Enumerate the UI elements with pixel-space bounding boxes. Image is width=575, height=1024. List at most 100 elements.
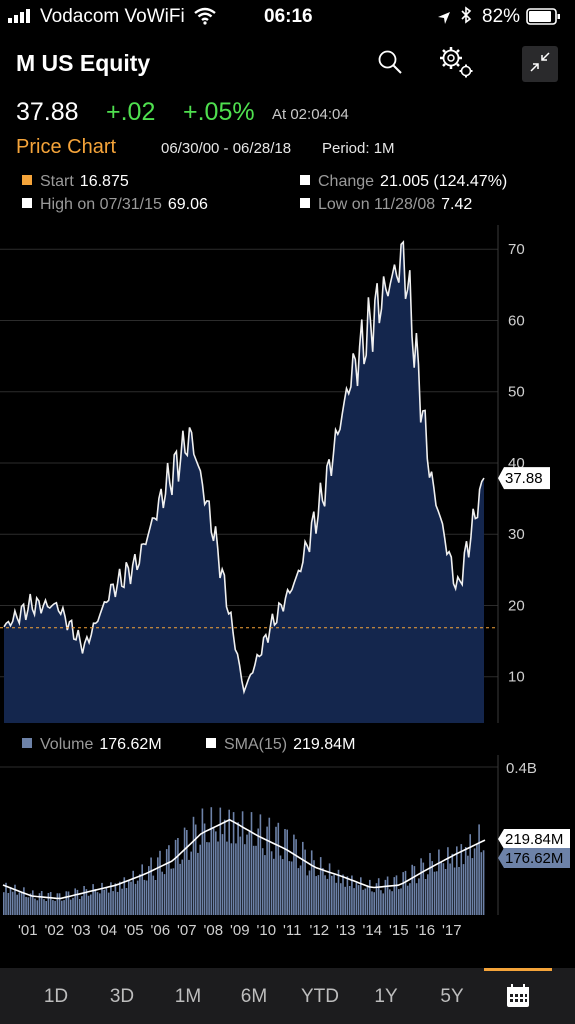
collapse-button[interactable] [522,46,558,82]
volume-bar [404,870,407,915]
price-line [3,240,485,695]
volume-bar [67,891,70,915]
volume-bar [132,870,134,915]
volume-bar [90,894,92,915]
volume-bar [114,883,117,915]
volume-bar [125,888,128,915]
volume-bar [206,842,208,915]
volume-bar [420,858,422,915]
stat-high-label: High on 07/31/15 [40,196,162,213]
settings-button[interactable] [436,46,476,82]
volume-bar [464,847,467,915]
volume-bar [456,846,458,915]
volume-bar [14,884,16,915]
volume-bar [471,858,474,915]
volume-bar [99,893,101,915]
stat-start-value: 16.875 [79,173,129,190]
volume-bar [435,871,438,915]
x-tick-label: '14 [363,922,383,939]
y-tick-label: 0.4B [506,760,537,777]
volume-bar [290,861,293,915]
last-price-tag [498,467,550,490]
x-tick-label: '05 [124,922,144,939]
tab-1y[interactable]: 1Y [374,986,398,1007]
tab-1m[interactable]: 1M [174,986,202,1007]
volume-value-tag-label: 176.62M [505,850,563,867]
volume-bar [270,851,273,915]
volume-bar [116,891,119,915]
volume-bar [344,886,346,915]
volume-legend: Volume 176.62M [22,736,162,754]
volume-bar [449,863,451,915]
volume-bar [375,883,378,915]
volume-bar [244,844,246,915]
stat-high-value: 69.06 [167,196,208,213]
status-bar: Vodacom VoWiFi 06:16 82% [0,0,575,34]
period-label: Period: 1M [322,140,395,157]
volume-bar [297,868,300,915]
volume-bar [395,875,398,915]
volume-bar [150,857,152,915]
volume-bar [444,869,447,915]
stat-change: Change 21.005 (124.47%) [300,173,507,191]
tab-1d[interactable]: 1D [43,986,69,1007]
volume-bar [54,900,56,915]
tab-custom-range[interactable] [484,968,552,1024]
percent-change: +.05% [183,98,255,126]
volume-bar [181,859,184,915]
volume-bar [409,883,411,915]
volume-bar [398,889,400,915]
volume-bar [38,893,41,915]
volume-bar [9,886,12,915]
volume-bar [101,882,103,915]
volume-bar [310,850,313,915]
volume-bar [411,864,413,915]
volume-bar [143,879,146,915]
volume-bar [447,847,449,915]
volume-bar [5,882,7,915]
volume-bar [273,858,275,915]
volume-bar [23,887,25,915]
tab-6m[interactable]: 6M [240,986,268,1007]
volume-chart[interactable]: 0.4B 219.84M 176.62M '01 '02 '03 '04 '05 '06 '07 '… [0,755,575,945]
volume-bar [197,852,199,915]
stat-start-label: Start [40,173,74,190]
search-button[interactable] [374,48,406,80]
volume-bar [83,886,85,915]
volume-bar [43,899,45,915]
volume-bar [346,876,349,915]
volume-bar [422,862,425,915]
date-range: 06/30/00 - 06/28/18 [161,140,292,157]
volume-bar [252,845,255,915]
volume-bar [69,899,72,915]
period-tab-bar: 1D 3D 1M 6M YTD 1Y 5Y [0,968,575,1024]
tab-3d[interactable]: 3D [109,986,135,1007]
volume-bar [237,822,239,915]
volume-bar [121,888,123,915]
volume-bar [438,849,440,915]
volume-bar [128,880,130,915]
volume-bar [462,864,465,915]
volume-bar [52,900,54,915]
volume-bar [40,891,43,915]
sma-marker-icon [206,738,216,748]
volume-bar [148,866,150,915]
volume-bar [440,861,442,915]
volume-bar [351,875,353,915]
volume-bar [264,855,266,915]
volume-bar [20,892,23,915]
tab-5y[interactable]: 5Y [440,986,464,1007]
volume-bar [429,853,431,915]
stat-low-label: Low on 11/28/08 [318,196,436,213]
tab-ytd[interactable]: YTD [301,986,339,1007]
volume-bar [163,874,166,915]
volume-bar [333,874,335,915]
y-tick-label: 30 [508,526,525,543]
collapse-icon [529,51,551,78]
volume-bar [427,874,429,915]
volume-bar [232,812,235,915]
volume-bar [284,829,286,915]
volume-bar [268,817,271,915]
stat-low: Low on 11/28/08 7.42 [300,196,472,214]
